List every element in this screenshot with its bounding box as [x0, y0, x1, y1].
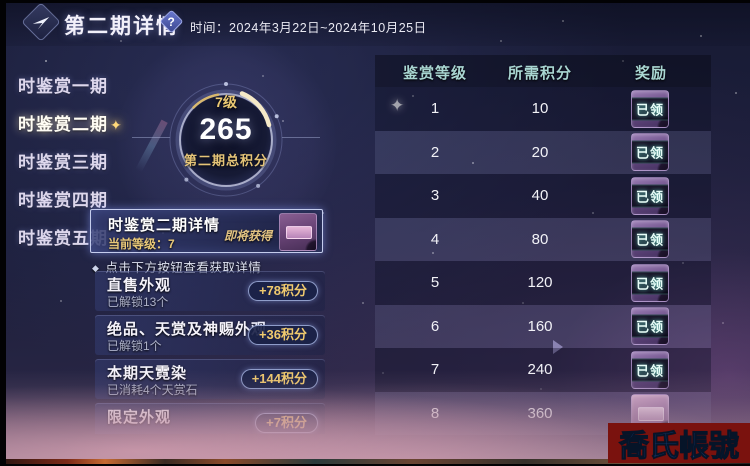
claimed-badge: 已领 — [632, 184, 668, 207]
ticket-item-icon — [286, 226, 312, 239]
score-circle — [161, 75, 291, 205]
reward-item-icon[interactable]: 已领 — [631, 133, 669, 171]
current-level-label: 当前等级：7 — [108, 237, 175, 251]
claimed-badge: 已领 — [632, 314, 668, 338]
score-ring-graphic — [169, 82, 283, 197]
sidebar-item-period-1[interactable]: 时鉴赏一期 — [18, 77, 108, 96]
level-cell: 8 — [430, 404, 440, 422]
level-cell: 1 — [430, 100, 440, 117]
sidebar-item-period-2[interactable]: 时鉴赏二期 ✦ — [18, 115, 123, 134]
level-cell: 6 — [430, 317, 440, 335]
points-cell: 160 — [527, 317, 553, 335]
points-cell: 80 — [531, 230, 549, 248]
icon-corner-mark — [657, 159, 668, 170]
rewards-table: 鉴赏等级 所需积分 奖励 1 10 已领 2 20 已领 3 40 已领 4 8… — [375, 55, 711, 435]
panel-title: 时鉴赏二期详情 — [108, 217, 221, 234]
points-cell: 120 — [527, 274, 553, 291]
reward-item-icon[interactable]: 已领 — [631, 307, 669, 345]
reward-item-icon[interactable]: 已领 — [631, 350, 669, 389]
level-badge: 7级 — [215, 94, 237, 110]
claimed-badge: 已领 — [632, 97, 668, 120]
sidebar-item-period-3[interactable]: 时鉴赏三期 — [18, 153, 108, 172]
level-cell: 7 — [430, 361, 440, 378]
frame-top-edge — [0, 0, 750, 3]
claimed-badge: 已领 — [632, 140, 668, 164]
points-cell: 10 — [531, 100, 549, 117]
period-detail-panel[interactable]: 时鉴赏二期详情 当前等级：7 即将获得 — [90, 209, 323, 253]
level-cell: 3 — [430, 187, 440, 204]
star-sparkle: ✦ — [390, 96, 405, 115]
header-reward: 奖励 — [634, 65, 667, 82]
header-level: 鉴赏等级 — [402, 65, 467, 82]
upcoming-reward-icon[interactable] — [279, 213, 317, 251]
header-points: 所需积分 — [507, 65, 572, 82]
reward-item-icon[interactable]: 已领 — [631, 89, 669, 128]
reward-item-icon[interactable]: 已领 — [631, 176, 669, 215]
claimed-badge: 已领 — [632, 227, 668, 251]
upcoming-reward-label: 即将获得 — [223, 229, 272, 243]
ring-deco-line-left — [132, 137, 170, 138]
icon-corner-mark — [657, 202, 668, 214]
back-button[interactable] — [21, 2, 61, 42]
ring-deco-line-right — [282, 137, 320, 138]
reward-item-icon[interactable]: 已领 — [631, 263, 669, 302]
points-cell: 40 — [531, 187, 549, 204]
diamond-bullet-icon: ◆ — [92, 263, 100, 273]
icon-corner-mark — [657, 333, 668, 344]
breakdown-item-direct-sale[interactable]: 直售外观 已解锁13个 +78积分 — [95, 271, 325, 311]
total-score-value: 265 — [199, 113, 253, 146]
table-row: 1 10 已领 — [375, 87, 711, 131]
comet-triangle — [553, 340, 563, 354]
frame-left-edge — [0, 0, 6, 466]
watermark: 喬氏帳號 — [608, 423, 750, 464]
breakdown-item-premium[interactable]: 绝品、天赏及神赐外观 已解锁1个 +36积分 — [95, 315, 325, 355]
total-score-caption: 第二期总积分 — [183, 153, 268, 168]
ticket-item-icon — [638, 407, 664, 421]
table-row: 2 20 已领 — [375, 130, 711, 174]
table-row: 3 40 已领 — [375, 174, 711, 218]
level-cell: 5 — [430, 274, 440, 291]
event-time-range: 时间：2024年3月22日~2024年10月25日 — [190, 21, 427, 35]
points-badge: +78积分 — [247, 281, 318, 301]
page-title: 第二期详情 — [64, 15, 179, 38]
bottom-scene-strip — [0, 459, 750, 464]
points-cell: 360 — [527, 404, 553, 422]
points-cell: 20 — [531, 143, 549, 161]
points-badge: +144积分 — [240, 369, 318, 389]
breakdown-item-dye[interactable]: 本期天霓染 已消耗4个天赏石 +144积分 — [95, 359, 325, 399]
breakdown-item-limited[interactable]: 限定外观 +7积分 — [95, 403, 325, 434]
table-row: 6 160 已领 — [375, 304, 711, 348]
sidebar-item-period-4[interactable]: 时鉴赏四期 — [18, 191, 108, 210]
points-badge: +7积分 — [255, 413, 318, 433]
points-badge: +36积分 — [247, 325, 318, 345]
frame-bottom-edge — [0, 464, 750, 466]
points-cell: 240 — [527, 361, 553, 378]
claimed-badge: 已领 — [632, 358, 668, 381]
table-row: 5 120 已领 — [375, 261, 711, 305]
icon-corner-mark — [657, 115, 668, 127]
sidebar-item-period-5[interactable]: 时鉴赏五期 — [18, 229, 108, 248]
top-bar: 第二期详情 ? 时间：2024年3月22日~2024年10月25日 — [0, 0, 750, 46]
points-breakdown-list: 直售外观 已解锁13个 +78积分 绝品、天赏及神赐外观 已解锁1个 +36积分… — [95, 270, 325, 434]
table-row: 7 240 已领 — [375, 348, 711, 392]
table-row: 4 80 已领 — [375, 217, 711, 261]
table-header: 鉴赏等级 所需积分 奖励 — [375, 55, 711, 87]
reward-item-icon[interactable]: 已领 — [631, 220, 669, 258]
icon-corner-mark — [657, 246, 668, 257]
level-cell: 4 — [430, 230, 440, 248]
claimed-badge: 已领 — [632, 271, 668, 294]
level-cell: 2 — [430, 143, 440, 161]
selected-sparkle-icon: ✦ — [110, 117, 123, 133]
icon-corner-mark — [305, 239, 316, 250]
back-arrow-icon — [32, 16, 50, 30]
icon-corner-mark — [657, 289, 668, 301]
